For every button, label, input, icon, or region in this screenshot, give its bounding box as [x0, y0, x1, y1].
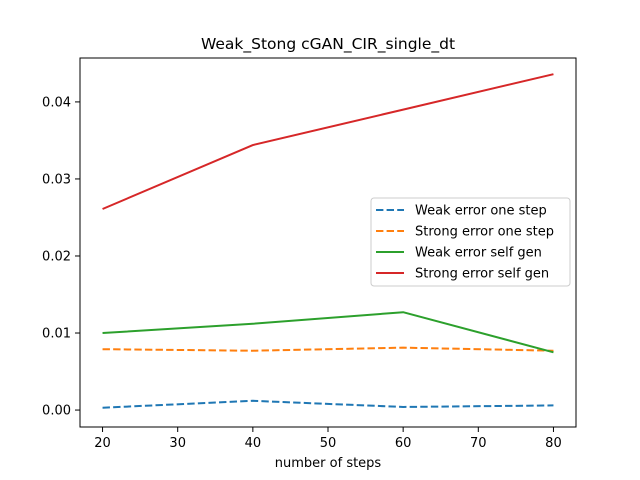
- y-tick-label: 0.01: [42, 327, 71, 342]
- legend-box: [370, 197, 571, 287]
- series-layer: [102, 73, 554, 409]
- x-tick-label: 70: [470, 436, 487, 451]
- y-tick-label: 0.02: [42, 249, 71, 264]
- x-tick-label: 50: [320, 436, 337, 451]
- x-tick-label: 60: [395, 436, 412, 451]
- x-tick-label: 40: [245, 436, 262, 451]
- legend-label-0: Weak error one step: [415, 204, 547, 219]
- series-line-2: [102, 311, 554, 354]
- y-tick-label: 0.03: [42, 172, 71, 187]
- x-tick-label: 30: [169, 436, 186, 451]
- y-tick-label: 0.00: [42, 404, 71, 419]
- chart-title: Weak_Stong cGAN_CIR_single_dt: [201, 35, 455, 54]
- series-line-1: [102, 346, 554, 352]
- y-tick-label: 0.04: [42, 95, 71, 110]
- legend-label-3: Strong error self gen: [415, 267, 549, 282]
- legend-label-1: Strong error one step: [415, 225, 554, 240]
- legend-label-2: Weak error self gen: [415, 246, 542, 261]
- axes-layer: 20 30 40 50 60 70 80 0.00 0.01 0.02 0.03 0.04: [42, 57, 577, 451]
- legend: Weak error one step Strong error one step…: [370, 197, 571, 287]
- series-line-3: [102, 73, 554, 210]
- series-line-0: [102, 399, 554, 409]
- x-tick-label: 80: [545, 436, 562, 451]
- x-tick-label: 20: [94, 436, 111, 451]
- x-axis-label: number of steps: [275, 456, 382, 471]
